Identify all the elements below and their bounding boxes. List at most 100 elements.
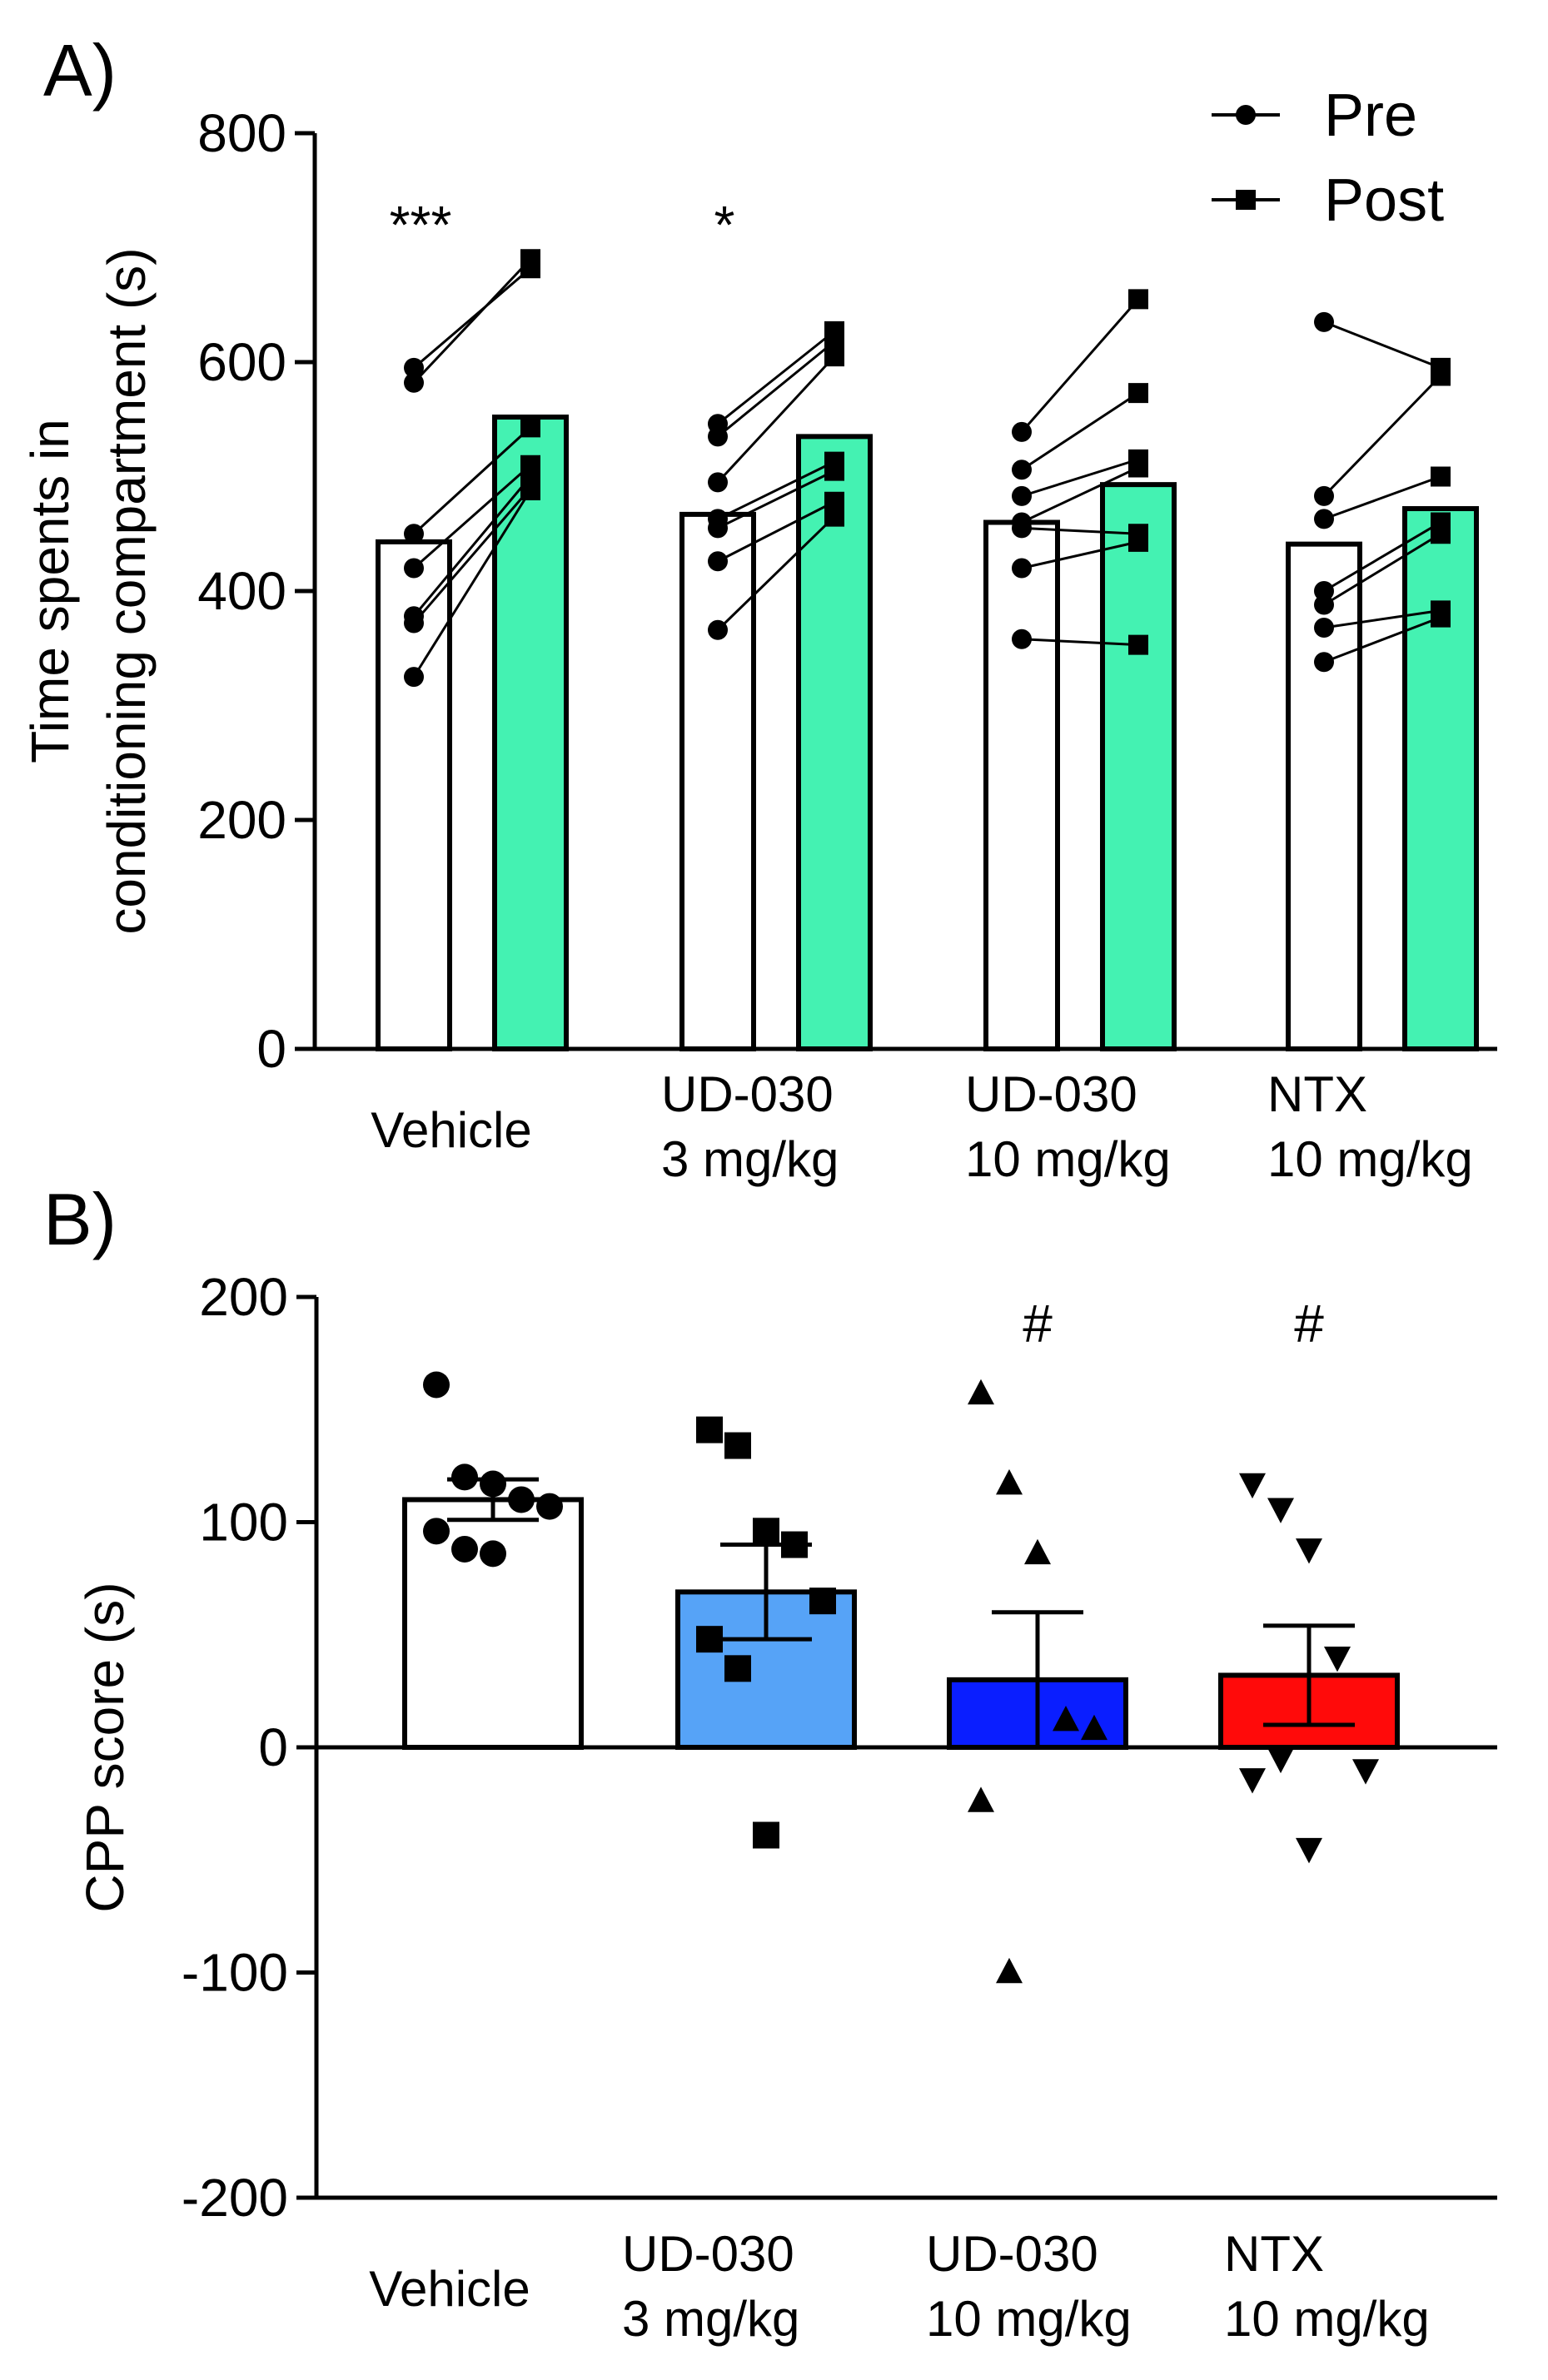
point-pre	[1012, 421, 1032, 442]
category-label-b: 10 mg/kg	[1224, 2291, 1430, 2347]
bar-post	[1100, 482, 1177, 1051]
y-tick-label-a: 400	[197, 561, 286, 621]
pair-line	[1021, 638, 1139, 647]
point-post	[520, 249, 540, 270]
point-pre	[1314, 485, 1334, 506]
pair-line	[413, 464, 531, 569]
pair-line	[1323, 475, 1441, 520]
pair-line	[1323, 609, 1441, 629]
legend-label: Post	[1324, 167, 1444, 234]
point-post	[520, 480, 540, 500]
point-pre	[1314, 581, 1334, 601]
cpp-point	[451, 1535, 478, 1563]
category-label-a: UD-030	[661, 1066, 834, 1122]
pair-line	[412, 426, 532, 535]
point-pre	[1314, 311, 1334, 332]
pair-line	[1323, 320, 1441, 370]
point-post	[520, 417, 540, 438]
cpp-point	[724, 1432, 751, 1459]
point-pre	[708, 472, 728, 493]
cpp-point	[968, 1379, 994, 1405]
bar-post	[796, 434, 873, 1051]
category-label-b: UD-030	[926, 2226, 1098, 2282]
point-pre	[708, 619, 728, 640]
point-pre	[1012, 460, 1032, 480]
point-post	[1431, 524, 1451, 544]
point-pre	[1314, 652, 1334, 673]
category-label-a: UD-030	[965, 1066, 1137, 1122]
y-tick-label-b: 0	[258, 1717, 288, 1777]
bar-pre	[983, 519, 1060, 1051]
pair-line	[717, 500, 835, 563]
y-tick-label-b: -200	[182, 2168, 288, 2228]
cpp-point	[1239, 1768, 1266, 1794]
pair-line	[412, 487, 532, 624]
legend-label: Pre	[1324, 82, 1417, 149]
point-post	[1128, 634, 1148, 655]
legend-marker	[1236, 190, 1256, 210]
pair-line	[717, 330, 835, 425]
y-axis-title-line-a: conditioning compartment (s)	[97, 247, 157, 934]
pair-line	[716, 355, 836, 484]
point-pre	[708, 518, 728, 539]
point-post	[1431, 365, 1451, 386]
y-tick-label-a: 0	[256, 1019, 286, 1079]
cpp-point	[1239, 1473, 1266, 1499]
y-tick-label-a: 200	[197, 790, 286, 850]
y-axis-title-b: CPP score (s)	[75, 1582, 135, 1912]
point-pre	[708, 426, 728, 447]
category-label-b: UD-030	[622, 2226, 794, 2282]
point-pre	[404, 613, 424, 634]
cpp-point	[1296, 1538, 1322, 1564]
point-post	[824, 346, 844, 367]
cpp-point	[1296, 1837, 1322, 1864]
category-label-a: Vehicle	[371, 1102, 531, 1158]
cpp-point	[423, 1371, 450, 1399]
cpp-point	[480, 1540, 506, 1568]
point-pre	[1012, 485, 1032, 506]
cpp-point	[696, 1416, 723, 1443]
point-post	[1431, 607, 1451, 628]
pair-line	[1021, 391, 1139, 471]
cpp-point	[1324, 1647, 1351, 1672]
point-pre	[404, 357, 424, 378]
significance-marker-b: #	[1294, 1294, 1324, 1354]
cpp-point	[536, 1493, 563, 1520]
cpp-point	[1053, 1705, 1079, 1732]
y-axis-title-a: Time spents in conditioning compartment (…	[20, 247, 157, 934]
cpp-point	[996, 1957, 1023, 1984]
category-label-b: Vehicle	[369, 2261, 530, 2317]
chart-panel-b: -200 -100 0 100 200 CPP score (s) Vehicle UD-03…	[75, 1267, 1497, 2347]
point-pre	[404, 558, 424, 579]
legend-marker	[1236, 105, 1256, 125]
pair-line	[717, 470, 835, 529]
pair-line	[717, 460, 835, 520]
cpp-point	[753, 1518, 779, 1545]
point-pre	[1314, 509, 1334, 529]
y-tick-label-b: 200	[199, 1267, 288, 1327]
bar-pre	[679, 511, 756, 1051]
y-axis-title-line-a: Time spents in	[20, 419, 80, 763]
cpp-point	[724, 1655, 751, 1682]
chart-panel-a: 0 200 400 600 800 Time spents in conditioning …	[20, 82, 1497, 1187]
pair-line	[412, 258, 532, 384]
category-label-a: 3 mg/kg	[661, 1131, 839, 1187]
pair-line	[1322, 375, 1442, 497]
pair-line	[1323, 532, 1441, 606]
point-pre	[708, 551, 728, 572]
point-post	[824, 460, 844, 481]
cpp-point	[1081, 1714, 1107, 1741]
bar-post	[1402, 506, 1479, 1051]
point-pre	[1314, 594, 1334, 615]
pair-line	[412, 489, 532, 678]
point-pre	[1012, 518, 1032, 539]
point-post	[824, 506, 844, 527]
y-tick-label-a: 600	[197, 332, 286, 392]
point-pre	[1314, 618, 1334, 638]
significance-marker-a: *	[714, 195, 735, 255]
cpp-point	[508, 1486, 535, 1513]
pair-line	[717, 340, 835, 438]
cpp-point	[1024, 1538, 1051, 1565]
pair-line	[1021, 540, 1139, 569]
